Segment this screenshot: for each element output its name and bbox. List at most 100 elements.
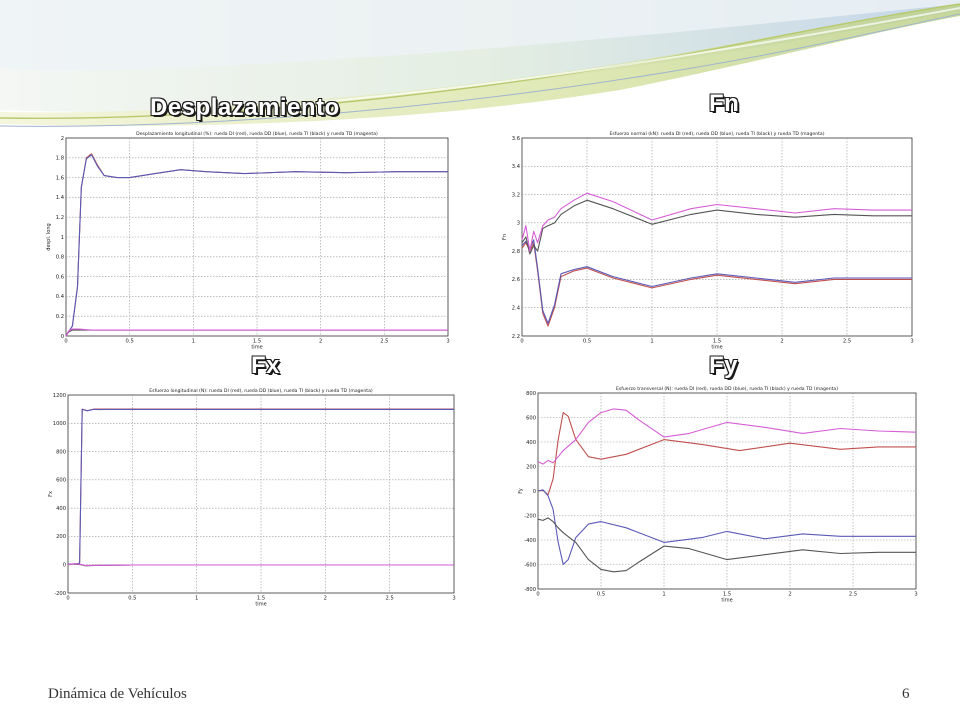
series-line-blue bbox=[68, 408, 454, 565]
y-tick-label: 3.4 bbox=[512, 164, 521, 170]
y-tick-label: 600 bbox=[526, 415, 536, 421]
y-tick-label: 0.4 bbox=[56, 294, 65, 300]
chart-fn: Esfuerzo normal (kN): rueda DI (red), ru… bbox=[502, 131, 914, 351]
y-tick-label: -200 bbox=[54, 591, 66, 597]
heading-desplazamiento: Desplazamiento bbox=[150, 94, 340, 121]
y-tick-label: -400 bbox=[524, 538, 536, 544]
x-tick-label: 0 bbox=[520, 339, 523, 345]
chart-desplazamiento: Desplazamiento longitudinal (%): rueda D… bbox=[46, 131, 450, 351]
x-tick-label: 3 bbox=[914, 592, 917, 598]
y-tick-label: 2.6 bbox=[512, 277, 520, 283]
x-tick-label: 2.5 bbox=[849, 592, 857, 598]
y-tick-label: 3.2 bbox=[512, 192, 520, 198]
chart-panel-fx: Esfuerzo longitudinal (N): rueda DI (red… bbox=[30, 383, 460, 613]
y-tick-label: -600 bbox=[524, 562, 536, 568]
x-axis-label: time bbox=[251, 345, 262, 351]
x-tick-label: 3 bbox=[446, 339, 449, 345]
y-tick-label: 1000 bbox=[53, 421, 66, 427]
series-line-black bbox=[521, 199, 912, 255]
footer-page-number: 6 bbox=[902, 686, 910, 702]
y-tick-label: 1.4 bbox=[56, 195, 65, 201]
x-tick-label: 1.5 bbox=[723, 592, 731, 598]
y-axis-label: Fx bbox=[48, 491, 54, 497]
chart-title: Esfuerzo longitudinal (N): rueda DI (red… bbox=[149, 388, 373, 394]
y-tick-label: 0 bbox=[61, 334, 64, 340]
y-tick-label: -800 bbox=[524, 587, 536, 593]
y-tick-label: 400 bbox=[56, 506, 66, 512]
series-line-blue bbox=[537, 489, 916, 566]
y-axis-label: Fy bbox=[518, 488, 524, 493]
x-axis-label: time bbox=[255, 602, 266, 608]
x-tick-label: 1.5 bbox=[257, 596, 265, 602]
y-tick-label: 600 bbox=[56, 478, 66, 484]
y-tick-label: -200 bbox=[524, 513, 536, 519]
y-tick-label: 2.8 bbox=[512, 249, 520, 255]
series-line-magenta bbox=[537, 408, 917, 465]
x-tick-label: 2 bbox=[324, 596, 327, 602]
y-tick-label: 3 bbox=[517, 221, 520, 227]
y-tick-label: 200 bbox=[56, 534, 66, 540]
x-tick-label: 1 bbox=[650, 339, 653, 345]
x-tick-label: 3 bbox=[910, 339, 913, 345]
x-tick-label: 0.5 bbox=[126, 339, 134, 345]
x-tick-label: 2.5 bbox=[380, 339, 388, 345]
x-tick-label: 2 bbox=[788, 592, 791, 598]
x-tick-label: 2 bbox=[780, 339, 783, 345]
x-tick-label: 1 bbox=[192, 339, 195, 345]
y-tick-label: 2.4 bbox=[512, 306, 521, 312]
x-axis-label: time bbox=[711, 345, 722, 351]
heading-fn: Fn bbox=[709, 90, 740, 117]
y-tick-label: 200 bbox=[526, 464, 536, 470]
x-tick-label: 0 bbox=[66, 596, 69, 602]
series-line-magenta bbox=[65, 328, 448, 337]
series-line-magenta bbox=[67, 563, 454, 567]
y-tick-label: 1 bbox=[61, 235, 64, 241]
chart-panel-fy: Esfuerzo transversal (N): rueda DI (red)… bbox=[504, 383, 924, 605]
x-tick-label: 2.5 bbox=[843, 339, 851, 345]
y-tick-label: 800 bbox=[526, 391, 536, 397]
x-axis-label: time bbox=[721, 598, 732, 604]
y-tick-label: 2.2 bbox=[512, 334, 520, 340]
x-tick-label: 0.5 bbox=[597, 592, 605, 598]
heading-fx: Fx bbox=[251, 352, 281, 379]
chart-title: Esfuerzo normal (kN): rueda DI (red), ru… bbox=[609, 131, 824, 137]
y-tick-label: 2 bbox=[61, 136, 64, 142]
chart-title: Esfuerzo transversal (N): rueda DI (red)… bbox=[616, 386, 838, 392]
x-tick-label: 1 bbox=[662, 592, 665, 598]
x-tick-label: 0.5 bbox=[583, 339, 591, 345]
y-tick-label: 1200 bbox=[53, 393, 66, 399]
x-tick-label: 0 bbox=[536, 592, 539, 598]
y-tick-label: 1.8 bbox=[56, 156, 64, 162]
y-axis-label: despl. long bbox=[46, 223, 52, 250]
y-tick-label: 0 bbox=[63, 563, 66, 569]
series-line-blue bbox=[521, 239, 912, 324]
chart-title: Desplazamiento longitudinal (%): rueda D… bbox=[136, 131, 378, 137]
x-tick-label: 2.5 bbox=[386, 596, 394, 602]
header-swoosh-decoration bbox=[0, 0, 960, 127]
footer-course-title: Dinámica de Vehículos bbox=[48, 686, 187, 702]
y-tick-label: 0.2 bbox=[56, 314, 64, 320]
y-tick-label: 800 bbox=[56, 449, 66, 455]
y-axis-label: Fn bbox=[502, 234, 508, 240]
x-tick-label: 0 bbox=[64, 339, 67, 345]
y-tick-label: 3.6 bbox=[512, 136, 520, 142]
heading-fy: Fy bbox=[709, 352, 739, 379]
x-tick-label: 1.5 bbox=[713, 339, 721, 345]
chart-fy: Esfuerzo transversal (N): rueda DI (red)… bbox=[518, 386, 918, 604]
series-line-blue bbox=[65, 154, 448, 337]
series-line-red bbox=[537, 412, 916, 496]
y-tick-label: 0.8 bbox=[56, 255, 64, 261]
series-line-black bbox=[537, 517, 916, 573]
x-tick-label: 1 bbox=[195, 596, 198, 602]
x-tick-label: 2 bbox=[319, 339, 322, 345]
chart-fx: Esfuerzo longitudinal (N): rueda DI (red… bbox=[48, 388, 456, 608]
y-tick-label: 1.6 bbox=[56, 175, 64, 181]
series-line-magenta bbox=[521, 192, 912, 252]
x-tick-label: 1.5 bbox=[253, 339, 261, 345]
y-tick-label: 400 bbox=[526, 440, 536, 446]
chart-panel-desplazamiento: Desplazamiento longitudinal (%): rueda D… bbox=[42, 128, 456, 350]
x-tick-label: 3 bbox=[452, 596, 455, 602]
y-tick-label: 0.6 bbox=[56, 274, 64, 280]
x-tick-label: 0.5 bbox=[128, 596, 136, 602]
y-tick-label: 0 bbox=[533, 489, 536, 495]
